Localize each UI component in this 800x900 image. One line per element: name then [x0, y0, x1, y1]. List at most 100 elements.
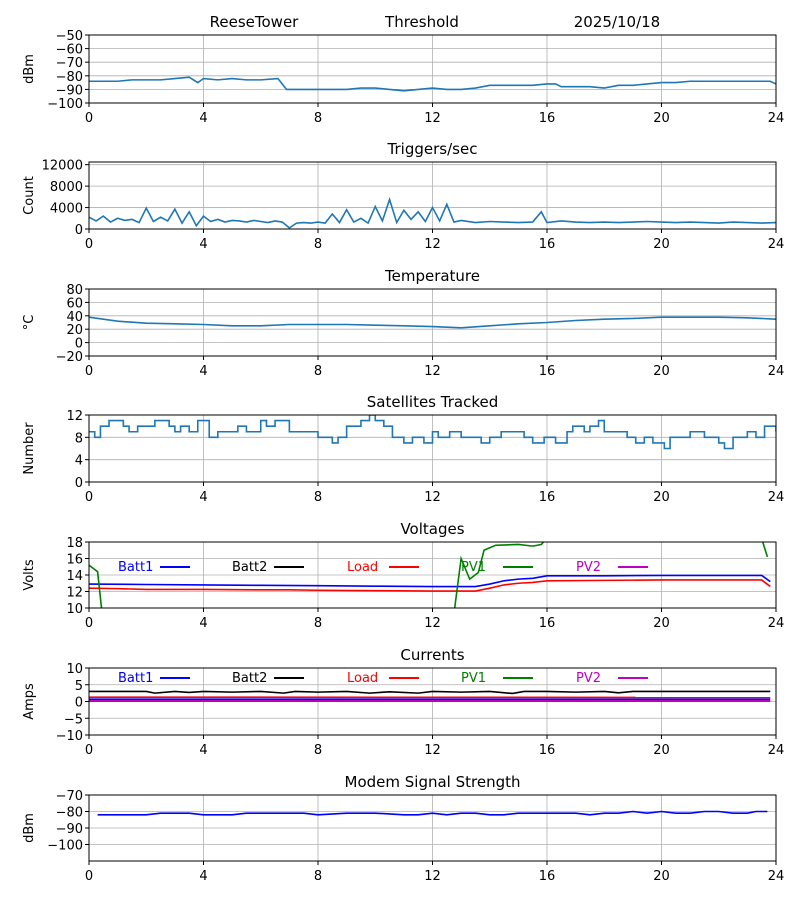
- y-tick-label: −5: [64, 712, 83, 727]
- x-tick-label: 12: [424, 237, 441, 252]
- x-tick-label: 12: [424, 616, 441, 631]
- x-tick-label: 12: [424, 111, 441, 126]
- y-tick-label: −80: [56, 806, 83, 821]
- y-tick-label: 12: [66, 409, 83, 424]
- x-tick-label: 8: [314, 364, 322, 379]
- x-tick-label: 0: [85, 111, 93, 126]
- axes-frame: [88, 34, 777, 104]
- x-tick-label: 0: [85, 237, 93, 252]
- subplot-1: 0 4 8 12 16 20 24 0 4000 8000 12000 Count Triggers/s…: [22, 140, 784, 252]
- x-tick-label: 16: [539, 237, 556, 252]
- series-line-temperature: [89, 316, 776, 329]
- series-line-pv1: [89, 542, 769, 608]
- x-tick-label: 20: [653, 869, 670, 884]
- x-tick-label: 0: [85, 743, 93, 758]
- series-line-satellites: [89, 415, 776, 450]
- y-tick-label: 0: [75, 476, 83, 491]
- subplot-title: Triggers/sec: [387, 140, 478, 158]
- y-tick-label: −20: [56, 350, 83, 365]
- y-tick-label: 0: [75, 696, 83, 711]
- y-tick-label: 10: [66, 662, 83, 677]
- subplot-title: Voltages: [400, 520, 464, 538]
- x-tick-label: 20: [653, 237, 670, 252]
- series-line-batt1: [89, 574, 771, 588]
- axes-frame: [88, 667, 777, 736]
- y-tick-label: −90: [56, 83, 83, 98]
- y-tick-label: 8000: [50, 180, 83, 195]
- x-tick-label: 12: [424, 490, 441, 505]
- legend-label-load: Load: [347, 671, 378, 686]
- x-tick-label: 16: [539, 364, 556, 379]
- title-part-2: 2025/10/18: [574, 13, 660, 31]
- x-tick-label: 4: [199, 111, 207, 126]
- subplot-title: Modem Signal Strength: [345, 773, 521, 791]
- subplot-3: 0 4 8 12 16 20 24 0 4 8 12 Number Satellites Tracked: [22, 393, 784, 505]
- x-tick-label: 8: [314, 616, 322, 631]
- x-tick-label: 12: [424, 743, 441, 758]
- x-tick-label: 16: [539, 869, 556, 884]
- x-tick-label: 20: [653, 364, 670, 379]
- y-axis-label: Volts: [22, 559, 37, 591]
- x-tick-label: 4: [199, 237, 207, 252]
- x-tick-label: 8: [314, 490, 322, 505]
- y-tick-label: −100: [47, 97, 83, 112]
- y-axis-label: °C: [22, 315, 37, 331]
- legend-label-batt2: Batt2: [232, 671, 267, 686]
- y-tick-label: −80: [56, 70, 83, 85]
- series-line-signal: [89, 76, 776, 92]
- subplot-title: Satellites Tracked: [367, 393, 498, 411]
- x-tick-label: 8: [314, 237, 322, 252]
- legend-label-pv1: PV1: [461, 560, 486, 575]
- x-tick-label: 12: [424, 364, 441, 379]
- x-tick-label: 4: [199, 743, 207, 758]
- series-line-triggers: [89, 196, 776, 229]
- x-tick-label: 24: [768, 616, 785, 631]
- y-axis-label: dBm: [22, 813, 37, 843]
- x-tick-label: 24: [768, 743, 785, 758]
- series-line-modem: [97, 810, 768, 816]
- y-tick-label: 10: [66, 602, 83, 617]
- legend-label-pv2: PV2: [576, 560, 601, 575]
- x-tick-label: 20: [653, 111, 670, 126]
- y-tick-label: 18: [66, 536, 83, 551]
- y-tick-label: −100: [47, 839, 83, 854]
- x-tick-label: 16: [539, 111, 556, 126]
- y-tick-label: 20: [66, 323, 83, 338]
- y-tick-label: −60: [56, 43, 83, 58]
- axes-frame: [88, 541, 777, 609]
- axes-frame: [88, 794, 777, 862]
- x-tick-label: 16: [539, 743, 556, 758]
- y-tick-label: 0: [75, 223, 83, 238]
- x-tick-label: 24: [768, 237, 785, 252]
- y-tick-label: 80: [66, 283, 83, 298]
- axes-frame: [88, 161, 777, 230]
- y-tick-label: 16: [66, 553, 83, 568]
- y-tick-label: −70: [56, 56, 83, 71]
- x-tick-label: 0: [85, 364, 93, 379]
- y-tick-label: 40: [66, 310, 83, 325]
- x-tick-label: 0: [85, 616, 93, 631]
- y-axis-label: Amps: [22, 683, 37, 720]
- legend-label-pv1: PV1: [461, 671, 486, 686]
- y-axis-label: Count: [22, 176, 37, 215]
- legend-label-load: Load: [347, 560, 378, 575]
- axes-frame: [88, 414, 777, 483]
- x-tick-label: 0: [85, 490, 93, 505]
- x-tick-label: 16: [539, 616, 556, 631]
- y-tick-label: 12000: [42, 159, 83, 174]
- y-axis-label: dBm: [22, 54, 37, 84]
- y-tick-label: 60: [66, 296, 83, 311]
- y-tick-label: −10: [56, 729, 83, 744]
- x-tick-label: 8: [314, 869, 322, 884]
- x-tick-label: 4: [199, 364, 207, 379]
- x-tick-label: 4: [199, 869, 207, 884]
- y-tick-label: 0: [75, 337, 83, 352]
- subplot-title: Currents: [400, 646, 464, 664]
- x-tick-label: 24: [768, 869, 785, 884]
- y-tick-label: −70: [56, 789, 83, 804]
- y-tick-label: 12: [66, 586, 83, 601]
